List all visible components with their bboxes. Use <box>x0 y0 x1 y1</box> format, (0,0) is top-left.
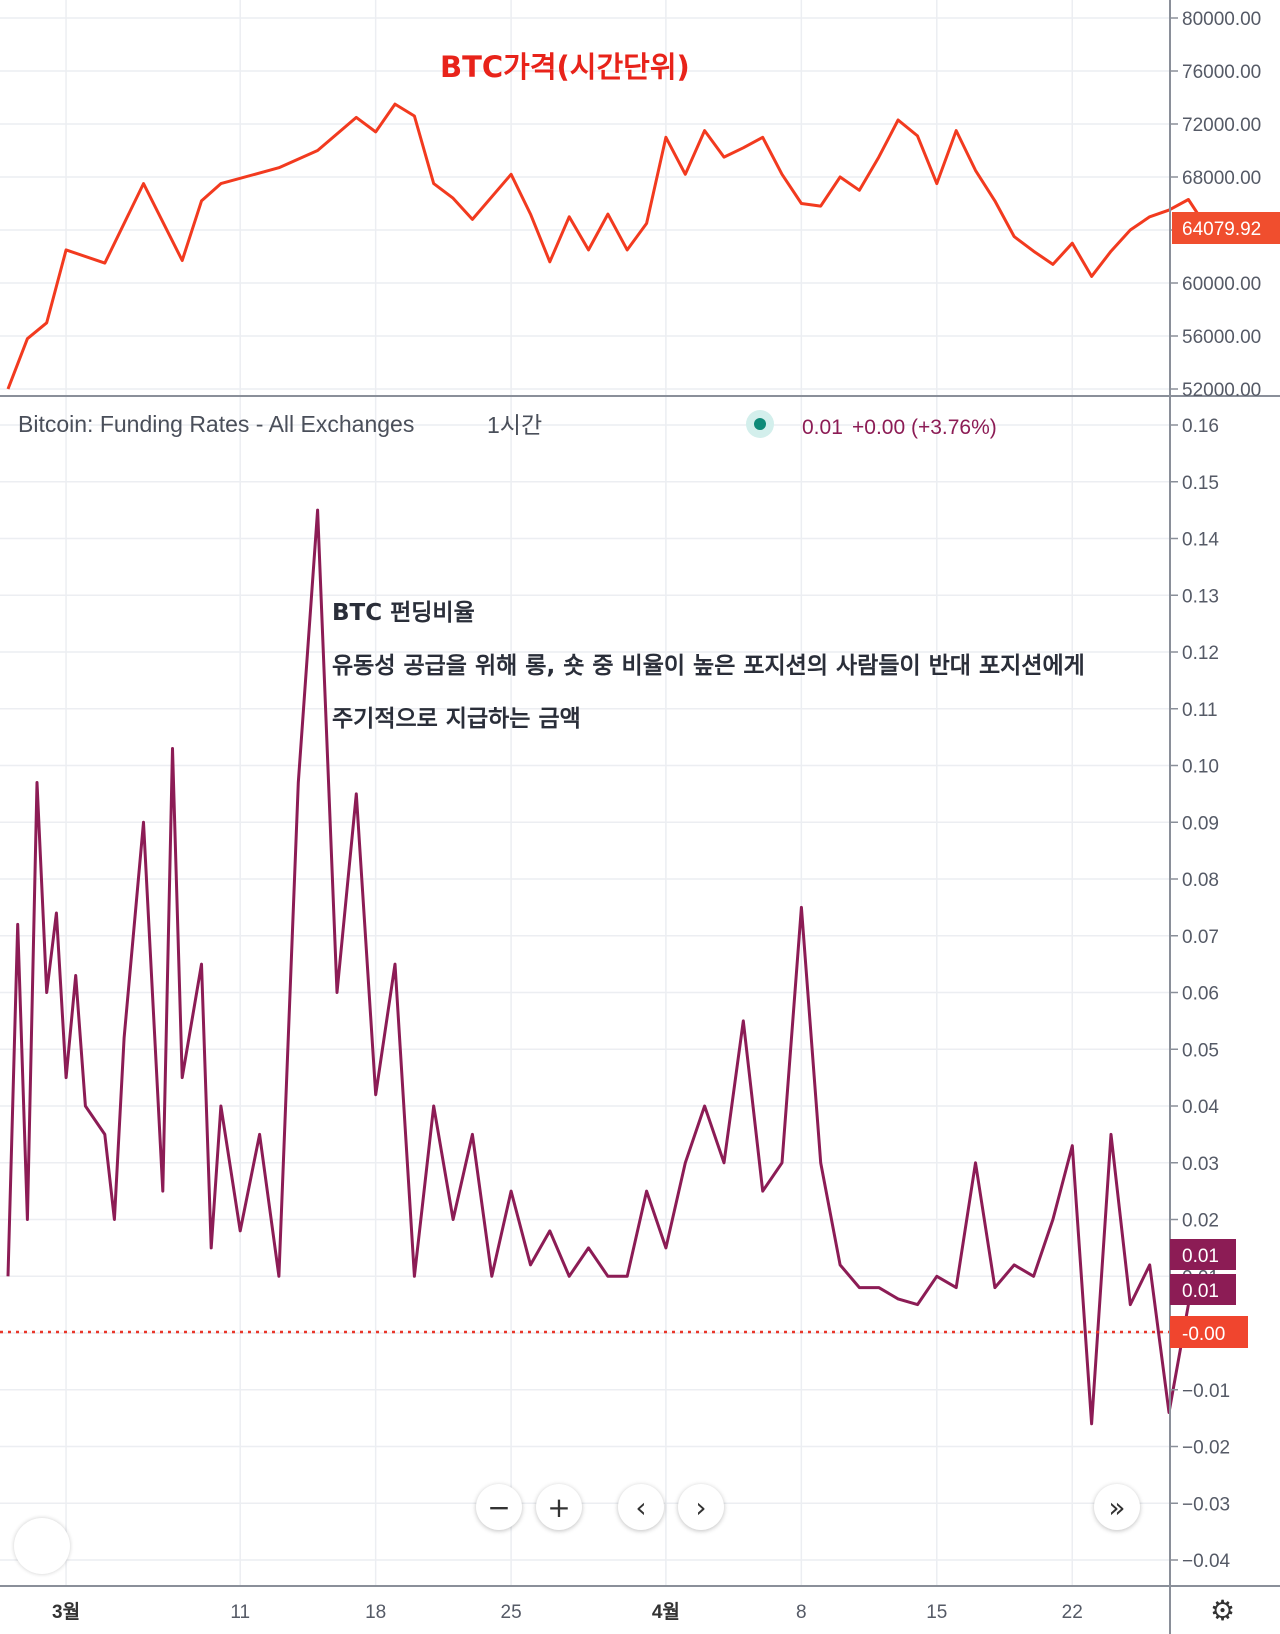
time-tick-label: 11 <box>230 1602 250 1623</box>
funding-tick-label: 0.08 <box>1182 870 1219 891</box>
funding-tick-label: 0.16 <box>1182 416 1219 437</box>
funding-tick-label: 0.15 <box>1182 473 1219 494</box>
funding-tick-label: 0.07 <box>1182 927 1219 948</box>
funding-axis: 0.16 0.15 0.14 0.13 0.12 0.11 0.10 0.09 0.08 0.07… <box>1170 416 1231 1572</box>
funding-tick-label: −0.01 <box>1182 1381 1230 1402</box>
funding-tick-label: 0.12 <box>1182 643 1219 664</box>
funding-tick-label: 0.14 <box>1182 530 1219 551</box>
price-tick-label: 72000.00 <box>1182 115 1261 136</box>
funding-badge-2: 0.01 <box>1170 1274 1236 1305</box>
funding-legend: Bitcoin: Funding Rates - All Exchanges 1… <box>18 410 997 439</box>
last-price-badge: 64079.92 <box>1172 212 1280 244</box>
svg-text:64079.92: 64079.92 <box>1182 219 1261 240</box>
scroll-left-button[interactable]: ‹ <box>618 1484 664 1530</box>
funding-tick-label: 0.10 <box>1182 757 1219 778</box>
zoom-in-button[interactable]: + <box>536 1484 582 1530</box>
time-tick-label: 3월 <box>52 1601 80 1623</box>
funding-tick-label: 0.13 <box>1182 586 1219 607</box>
scroll-right-button[interactable]: › <box>678 1484 724 1530</box>
funding-tick-label: 0.02 <box>1182 1211 1219 1232</box>
zoom-out-button[interactable]: − <box>476 1484 522 1530</box>
funding-series <box>6 508 1209 1426</box>
time-tick-label: 4월 <box>652 1601 680 1623</box>
funding-badge-1: 0.01 <box>1170 1239 1236 1270</box>
funding-tick-label: −0.03 <box>1182 1494 1230 1515</box>
floating-circle-button[interactable] <box>14 1518 70 1574</box>
annotation-line-1: BTC 펀딩비율 <box>332 600 475 626</box>
svg-text:-0.00: -0.00 <box>1182 1324 1225 1345</box>
time-tick-label: 8 <box>796 1602 807 1623</box>
funding-tick-label: 0.04 <box>1182 1097 1219 1118</box>
price-tick-label: 80000.00 <box>1182 9 1261 30</box>
btc-price-line <box>6 102 1209 390</box>
funding-tick-label: 0.09 <box>1182 813 1219 834</box>
funding-annotation: BTC 펀딩비율 유동성 공급을 위해 롱, 숏 중 비율이 높은 포지션의 사… <box>332 600 1085 732</box>
price-tick-label: 60000.00 <box>1182 274 1261 295</box>
funding-rate-line <box>6 508 1209 1426</box>
zero-badge: -0.00 <box>1170 1316 1248 1348</box>
funding-tick-label: 0.03 <box>1182 1154 1219 1175</box>
funding-tick-label: −0.04 <box>1182 1551 1231 1572</box>
scroll-to-latest-button[interactable]: » <box>1094 1484 1140 1530</box>
price-series <box>6 102 1209 390</box>
settings-gear-icon[interactable]: ⚙ <box>1210 1594 1236 1627</box>
grid-lines <box>0 0 1170 1586</box>
legend-value: 0.01 <box>802 416 843 439</box>
time-tick-label: 25 <box>501 1602 522 1623</box>
time-tick-label: 15 <box>926 1602 947 1623</box>
funding-tick-label: −0.02 <box>1182 1438 1230 1459</box>
annotation-line-2: 유동성 공급을 위해 롱, 숏 중 비율이 높은 포지션의 사람들이 반대 포지… <box>332 653 1085 679</box>
price-axis: 80000.0076000.0072000.0068000.0064000.00… <box>1170 9 1261 401</box>
price-annotation: BTC가격(시간단위) <box>440 50 690 84</box>
funding-tick-label: 0.05 <box>1182 1040 1219 1061</box>
annotation-line-3: 주기적으로 지급하는 금액 <box>332 706 581 732</box>
legend-change: +0.00 (+3.76%) <box>852 416 997 439</box>
price-tick-label: 52000.00 <box>1182 380 1261 401</box>
price-tick-label: 76000.00 <box>1182 62 1261 83</box>
price-tick-label: 56000.00 <box>1182 327 1261 348</box>
legend-title: Bitcoin: Funding Rates - All Exchanges <box>18 411 414 437</box>
svg-text:0.01: 0.01 <box>1182 1246 1219 1267</box>
price-tick-label: 68000.00 <box>1182 168 1261 189</box>
funding-tick-label: 0.06 <box>1182 984 1219 1005</box>
time-tick-label: 18 <box>365 1602 386 1623</box>
svg-text:0.01: 0.01 <box>1182 1281 1219 1302</box>
legend-interval: 1시간 <box>487 412 542 438</box>
funding-tick-label: 0.11 <box>1182 700 1218 721</box>
time-axis: 3월 11 18 25 4월 8 15 22 <box>52 1601 1083 1623</box>
time-tick-label: 22 <box>1062 1602 1083 1623</box>
